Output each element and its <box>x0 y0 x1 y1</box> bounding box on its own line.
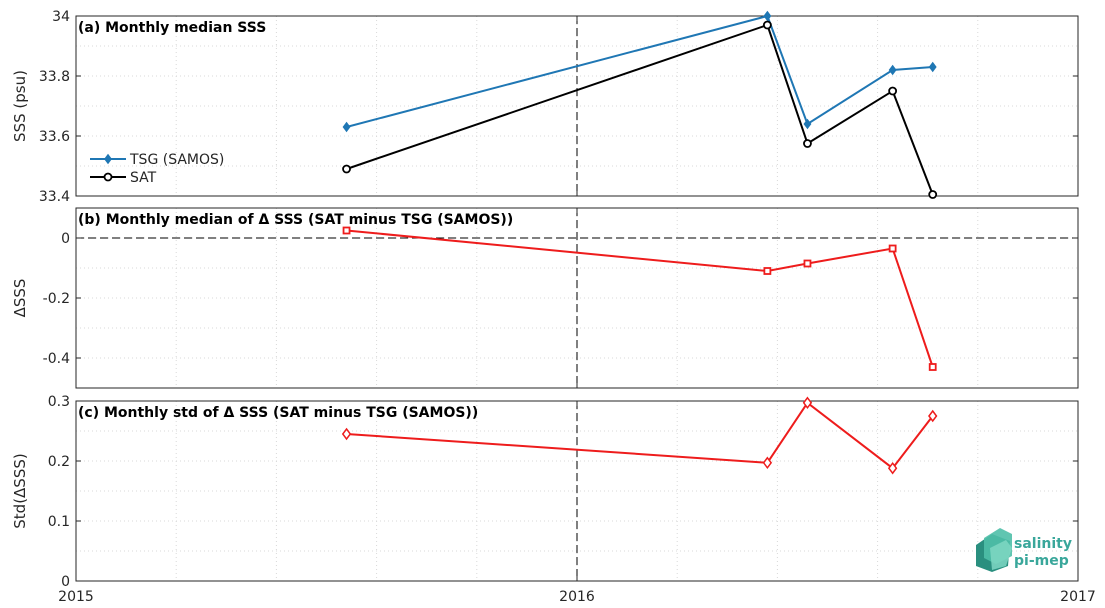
y-tick-label: 34 <box>52 9 70 25</box>
y-tick-label: 0.3 <box>48 394 70 410</box>
y-tick-label: 33.4 <box>39 189 70 205</box>
y-axis-label: ΔSSS <box>11 279 29 318</box>
legend-marker <box>104 153 112 165</box>
x-tick-label: 2015 <box>58 589 94 605</box>
data-point <box>888 244 897 253</box>
legend-label: SAT <box>130 170 157 186</box>
data-point <box>803 118 812 130</box>
y-tick-label: -0.2 <box>43 291 70 307</box>
data-point <box>928 409 938 423</box>
data-point <box>341 427 352 441</box>
series-1 <box>342 226 937 371</box>
panel-3: 0 0.1 0.2 0.3 2015 2016 2017 Std(ΔSSS) (c) Month… <box>11 394 1096 605</box>
series-2 <box>342 20 938 199</box>
y-tick-label: 33.8 <box>39 69 70 85</box>
series-line <box>346 229 934 368</box>
logo-text-line1: salinity <box>1014 536 1072 552</box>
x-tick-label: 2016 <box>559 589 595 605</box>
y-tick-label: 0 <box>61 574 70 590</box>
y-tick-label: 0 <box>61 231 70 247</box>
data-point <box>763 267 772 275</box>
data-point <box>763 10 772 22</box>
data-point <box>762 456 773 470</box>
data-point <box>803 259 812 268</box>
series-1 <box>342 10 937 133</box>
data-point <box>342 121 351 133</box>
y-tick-label: 33.6 <box>39 129 70 145</box>
y-tick-label: -0.4 <box>43 351 70 367</box>
x-tick-label: 2017 <box>1060 589 1096 605</box>
data-point <box>803 139 812 148</box>
logo-text-line2: pi-mep <box>1014 553 1069 569</box>
data-point <box>887 461 898 475</box>
data-point <box>342 164 351 174</box>
data-point <box>888 86 898 96</box>
logo: salinity pi-mep <box>976 528 1072 572</box>
series-1 <box>341 396 938 475</box>
panel-title: (c) Monthly std of Δ SSS (SAT minus TSG … <box>78 405 478 421</box>
data-point <box>802 396 813 410</box>
y-axis-label: Std(ΔSSS) <box>11 453 29 528</box>
data-point <box>762 20 772 30</box>
y-tick-label: 0.1 <box>48 514 70 530</box>
panel-title: (a) Monthly median SSS <box>78 20 266 36</box>
data-point <box>928 363 937 371</box>
y-axis-label: SSS (psu) <box>11 70 29 142</box>
data-point <box>928 61 937 73</box>
panel-2: -0.4 -0.2 0 ΔSSS (b) Monthly median of Δ SSS… <box>11 207 1079 389</box>
series-line <box>346 14 933 128</box>
y-tick-label: 0.2 <box>48 454 70 470</box>
data-point <box>342 226 351 235</box>
data-point <box>928 190 938 199</box>
legend-label: TSG (SAMOS) <box>129 152 224 168</box>
logo-mark-icon <box>976 528 1012 572</box>
panel-title: (b) Monthly median of Δ SSS (SAT minus T… <box>78 212 513 228</box>
data-point <box>888 64 897 76</box>
legend: TSG (SAMOS) SAT <box>90 152 224 186</box>
legend-marker <box>103 172 113 182</box>
panel-1: 33.4 33.6 33.8 34 SSS (psu) (a) Monthly media… <box>11 9 1079 205</box>
